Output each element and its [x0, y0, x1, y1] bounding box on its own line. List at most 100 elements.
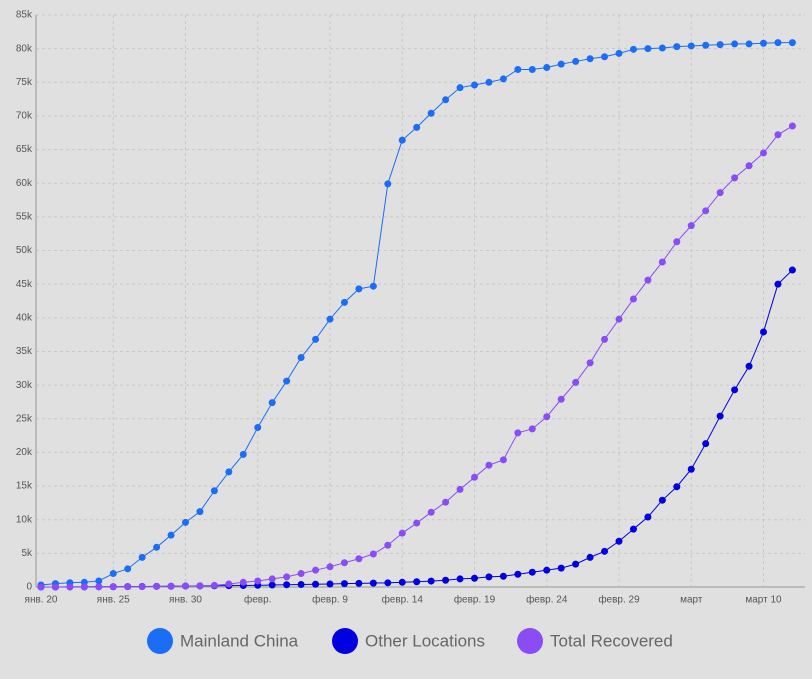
- data-point: [124, 565, 132, 573]
- data-point: [138, 553, 146, 561]
- data-point: [51, 583, 59, 591]
- data-point: [471, 574, 478, 582]
- data-point: [658, 44, 666, 52]
- data-point: [702, 41, 710, 49]
- data-point: [629, 295, 637, 303]
- data-point: [499, 572, 507, 580]
- data-point: [427, 577, 435, 585]
- x-tick-label: февр. 9: [312, 594, 348, 606]
- data-point: [471, 473, 478, 481]
- data-point: [745, 362, 753, 370]
- y-tick-label: 10k: [16, 514, 33, 525]
- data-point: [572, 378, 580, 386]
- data-point: [196, 508, 204, 516]
- data-point: [413, 578, 421, 586]
- y-tick-label: 5k: [21, 548, 33, 559]
- data-point: [485, 78, 493, 86]
- x-tick-label: февр. 29: [598, 594, 640, 606]
- data-point: [153, 582, 161, 590]
- y-tick-label: 70k: [16, 111, 33, 122]
- data-point: [355, 579, 363, 587]
- legend-swatch: [517, 628, 543, 654]
- data-point: [572, 57, 580, 65]
- data-point: [629, 525, 637, 533]
- data-point: [528, 425, 536, 433]
- x-tick-label: февр. 24: [526, 594, 568, 606]
- data-point: [731, 174, 739, 182]
- data-point: [702, 207, 710, 215]
- data-point: [398, 578, 406, 586]
- data-point: [586, 55, 594, 63]
- data-point: [326, 315, 334, 323]
- data-point: [340, 559, 348, 567]
- data-point: [37, 583, 45, 591]
- data-point: [760, 149, 767, 157]
- data-point: [196, 582, 204, 590]
- x-tick-label: янв. 25: [97, 595, 130, 606]
- data-point: [716, 412, 724, 420]
- data-point: [442, 96, 450, 104]
- data-point: [80, 583, 88, 591]
- data-point: [124, 583, 132, 591]
- data-point: [109, 570, 117, 578]
- data-point: [731, 40, 739, 48]
- data-point: [687, 42, 695, 50]
- data-point: [760, 39, 767, 47]
- x-tick-label: февр. 19: [454, 594, 496, 606]
- data-point: [182, 582, 189, 590]
- y-tick-label: 85k: [16, 10, 33, 21]
- data-point: [543, 413, 551, 421]
- x-tick-label: янв. 30: [169, 595, 202, 606]
- data-point: [355, 285, 363, 293]
- data-point: [268, 399, 276, 407]
- data-point: [167, 531, 175, 539]
- data-point: [182, 518, 189, 526]
- data-point: [471, 81, 478, 89]
- data-point: [615, 315, 623, 323]
- data-point: [629, 45, 637, 53]
- data-point: [774, 39, 782, 47]
- y-tick-label: 60k: [16, 178, 33, 189]
- data-point: [485, 573, 493, 581]
- data-point: [413, 123, 421, 131]
- y-tick-label: 65k: [16, 144, 33, 155]
- data-point: [644, 513, 652, 521]
- data-point: [601, 335, 609, 343]
- data-point: [774, 280, 782, 288]
- y-tick-label: 55k: [16, 212, 33, 223]
- data-point: [514, 570, 522, 578]
- y-tick-label: 45k: [16, 279, 33, 290]
- data-point: [716, 189, 724, 197]
- data-point: [528, 66, 536, 74]
- x-tick-label: янв. 20: [25, 595, 58, 606]
- y-tick-label: 35k: [16, 346, 33, 357]
- data-point: [731, 386, 739, 394]
- data-point: [514, 66, 522, 74]
- y-tick-label: 25k: [16, 413, 33, 424]
- legend-label: Total Recovered: [550, 631, 673, 650]
- data-point: [312, 566, 320, 574]
- y-tick-label: 40k: [16, 312, 33, 323]
- data-point: [702, 440, 710, 448]
- data-point: [268, 575, 276, 583]
- data-point: [268, 581, 276, 589]
- legend-swatch: [147, 628, 173, 654]
- data-point: [572, 560, 580, 568]
- data-point: [297, 570, 305, 578]
- data-point: [745, 40, 753, 48]
- data-point: [340, 298, 348, 306]
- legend-swatch: [332, 628, 358, 654]
- data-point: [283, 377, 291, 385]
- y-tick-label: 50k: [16, 245, 33, 256]
- data-point: [210, 487, 218, 495]
- data-point: [283, 581, 291, 589]
- data-point: [427, 508, 435, 516]
- data-point: [297, 354, 305, 362]
- data-point: [557, 395, 565, 403]
- data-point: [456, 575, 464, 583]
- legend-label: Other Locations: [365, 631, 485, 650]
- data-point: [355, 555, 363, 563]
- data-point: [413, 519, 421, 527]
- data-point: [687, 465, 695, 473]
